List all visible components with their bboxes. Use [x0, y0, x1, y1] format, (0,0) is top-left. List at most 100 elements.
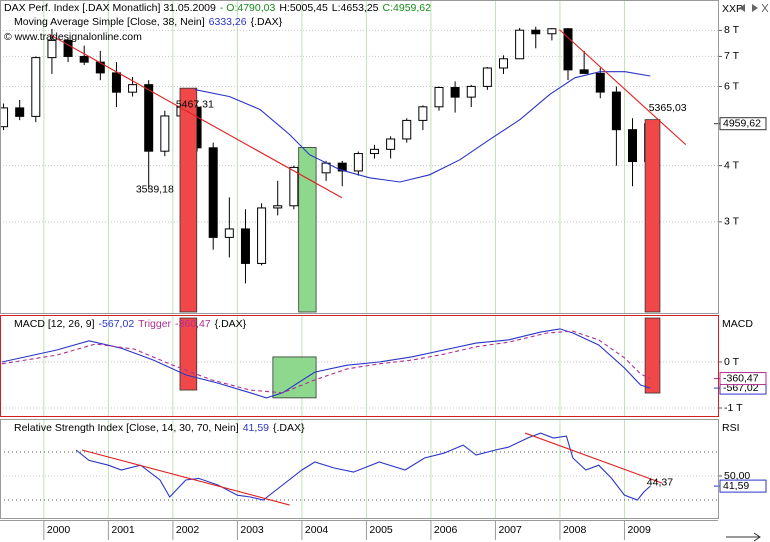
x-tick-label: 2002: [176, 524, 200, 536]
x-tick-label: 2004: [305, 524, 329, 536]
value-tag: 4959,62: [723, 117, 761, 129]
candle-body: [579, 69, 589, 74]
candle-body: [224, 228, 234, 238]
legend-part: Moving Average Simple [Close, 38, Nein]: [14, 16, 205, 28]
candle-body: [144, 84, 154, 152]
candle-body: [95, 61, 105, 74]
x-tick-label: 2006: [434, 524, 458, 536]
legend-part: {.DAX}: [273, 422, 305, 434]
series-line: [194, 71, 651, 183]
candle-body: [273, 205, 283, 209]
trendline: [81, 449, 290, 506]
y-tick-label: 50,00: [724, 470, 750, 482]
candle-body: [337, 162, 347, 172]
x-tick-label: 2000: [47, 524, 71, 536]
candle-body: [47, 39, 57, 59]
annotation: 3539,18: [136, 183, 174, 195]
rsi-pane-border: [0, 419, 719, 519]
price-pane-border: [0, 0, 719, 314]
legend-part: {.DAX}: [215, 318, 247, 330]
x-tick-label: 2005: [369, 524, 393, 536]
legend-text: Relative Strength Index [Close, 14, 30, …: [14, 422, 305, 434]
macd-pane-border: [0, 315, 719, 417]
candle-body: [79, 55, 89, 63]
legend-text: Moving Average Simple [Close, 38, Nein] 6…: [14, 16, 283, 28]
legend-part: MACD [12, 26, 9]: [14, 318, 95, 330]
candle-body: [353, 153, 363, 172]
legend-part: H:5005,45: [279, 2, 328, 14]
close-icon[interactable]: [761, 3, 769, 13]
legend-part: Trigger: [138, 318, 171, 330]
candle-body: [257, 207, 267, 264]
candle-body: [466, 85, 476, 98]
candle-body: [595, 72, 605, 93]
axis-title: XXP: [722, 3, 743, 15]
candle-body: [31, 57, 41, 117]
candle-body: [160, 115, 170, 152]
axis-title: MACD: [722, 318, 753, 330]
candle-body: [547, 28, 557, 35]
highlight-box: [179, 317, 198, 391]
x-tick-label: 2007: [498, 524, 522, 536]
trendline: [524, 432, 663, 484]
legend-part: C:4959,62: [383, 2, 432, 14]
scroll-arrow-icon[interactable]: [726, 532, 761, 542]
highlight-box: [298, 147, 317, 313]
series-line: [75, 432, 651, 501]
watermark: © www.tradesignalonline.com: [4, 31, 142, 43]
legend-text: DAX Perf. Index [.DAX Monatlich] 31.05.2…: [4, 2, 431, 14]
y-tick-label: 3 T: [724, 216, 740, 228]
annotation: 5365,03: [649, 102, 687, 114]
annotation: 44,37: [647, 477, 673, 489]
legend-part: - O:4790,03: [220, 2, 276, 14]
candle-body: [611, 91, 621, 131]
legend-text: MACD [12, 26, 9] -567,02 Trigger -360,47 {.D…: [14, 318, 247, 330]
legend-part: -567,02: [99, 318, 135, 330]
legend-part: Relative Strength Index [Close, 14, 30, …: [14, 422, 239, 434]
candle-body: [63, 39, 73, 57]
legend-part: DAX Perf. Index [.DAX Monatlich] 31.05.2…: [4, 2, 216, 14]
candle-body: [402, 119, 412, 140]
candle-body: [111, 72, 121, 93]
trendline: [558, 29, 687, 146]
value-tag: -360,47: [723, 372, 759, 384]
candle-body: [128, 84, 138, 93]
y-tick-label: 0 T: [724, 356, 740, 368]
x-tick-label: 2003: [240, 524, 264, 536]
y-tick-label: -1 T: [724, 402, 743, 414]
y-tick-label: 7 T: [724, 50, 740, 62]
y-tick-label: 6 T: [724, 80, 740, 92]
candle-body: [499, 58, 509, 69]
trendline: [49, 34, 343, 199]
candle-body: [386, 138, 396, 150]
legend-part: L:4653,25: [332, 2, 379, 14]
annotation: 5467,31: [176, 98, 214, 110]
x-tick-label: 2009: [627, 524, 651, 536]
y-tick-label: 8 T: [724, 24, 740, 36]
candle-body: [563, 28, 573, 71]
nav-icons[interactable]: [739, 4, 758, 12]
candle-body: [418, 106, 428, 121]
legend-part: 6333,26: [209, 16, 247, 28]
legend-part: -360,47: [175, 318, 211, 330]
legend-part: 41,59: [243, 422, 269, 434]
x-tick-label: 2008: [563, 524, 587, 536]
x-tick-label: 2001: [111, 524, 135, 536]
highlight-box: [644, 317, 661, 394]
highlight-box: [644, 119, 661, 313]
candle-body: [0, 107, 9, 128]
legend-part: {.DAX}: [251, 16, 283, 28]
candle-body: [482, 67, 492, 87]
candle-body: [628, 129, 638, 163]
candle-body: [531, 29, 541, 35]
candle-body: [434, 87, 444, 108]
highlight-box: [179, 87, 198, 313]
candle-body: [289, 166, 299, 207]
candle-body: [450, 87, 460, 98]
candle-body: [15, 107, 25, 117]
value-tag: 41,59: [723, 480, 749, 492]
candle-body: [369, 148, 379, 155]
axis-title: RSI: [722, 422, 740, 434]
